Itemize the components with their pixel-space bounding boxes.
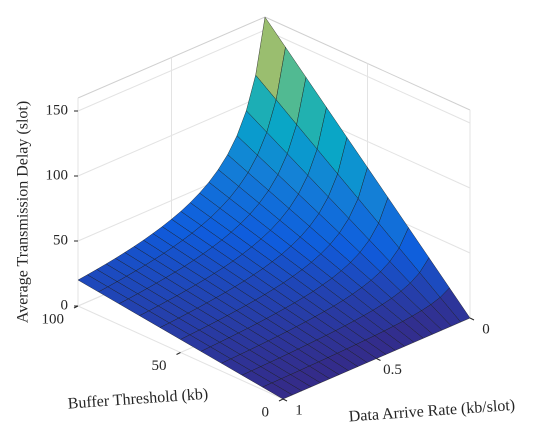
y-tick-label: 50 bbox=[152, 358, 167, 374]
x-tick bbox=[376, 358, 381, 361]
y-tick-label: 100 bbox=[42, 311, 65, 327]
x-tick-label: 1 bbox=[295, 402, 303, 418]
z-tick-label: 50 bbox=[53, 232, 68, 248]
x-tick-label: 0 bbox=[482, 321, 490, 337]
y-tick bbox=[73, 305, 79, 309]
z-tick-label: 150 bbox=[46, 102, 69, 118]
y-axis-label: Buffer Threshold (kb) bbox=[67, 386, 209, 413]
x-tick bbox=[469, 317, 475, 321]
x-tick bbox=[282, 398, 288, 402]
surface-patch bbox=[261, 382, 293, 400]
x-axis-label: Data Arrive Rate (kb/slot) bbox=[348, 397, 515, 426]
z-axis-label: Average Transmission Delay (slot) bbox=[15, 101, 32, 323]
y-tick bbox=[176, 352, 181, 355]
x-tick-label: 0.5 bbox=[383, 362, 402, 378]
z-tick-label: 100 bbox=[46, 167, 69, 183]
z-tick-label: 0 bbox=[61, 297, 69, 313]
y-tick bbox=[278, 398, 284, 402]
y-tick-label: 0 bbox=[262, 404, 270, 420]
